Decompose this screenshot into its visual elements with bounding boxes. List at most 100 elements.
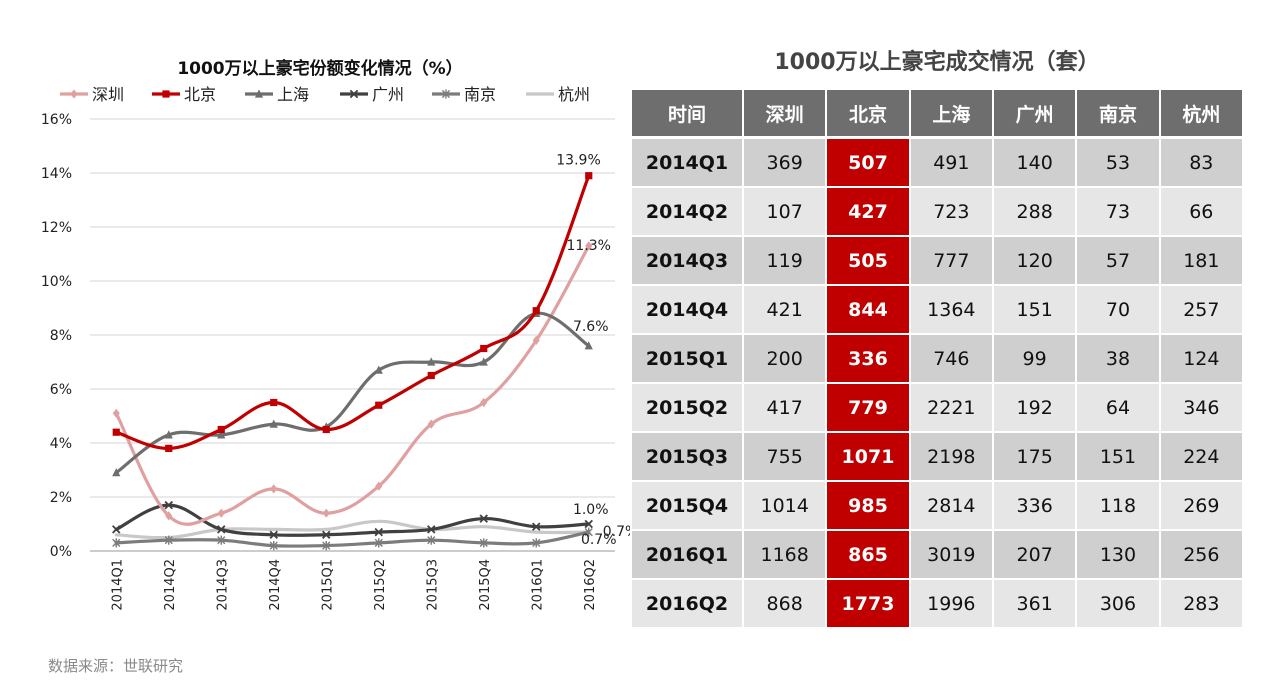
cell-nanjing: 118 (1077, 482, 1159, 531)
chart-title: 1000万以上豪宅份额变化情况（%） (177, 59, 463, 79)
data-point (269, 419, 278, 428)
cell-hangzhou: 283 (1160, 580, 1242, 629)
series-line (114, 530, 591, 548)
y-tick-label: 12% (41, 220, 72, 236)
cell-guangzhou: 192 (993, 384, 1076, 433)
cell-shanghai: 746 (910, 335, 992, 384)
data-point (112, 428, 120, 436)
data-point (479, 357, 488, 366)
cell-hangzhou: 269 (1160, 482, 1242, 531)
line-chart: 0% 2% 4% 6% 8% 10% 12% 14% 16% 2014Q1 2014Q2 2014Q3… (41, 85, 630, 611)
legend-marker (254, 89, 264, 98)
y-tick-label: 2% (50, 490, 72, 506)
data-point (479, 538, 488, 548)
table-row: 2016Q1 1168 865 3019 207 130 256 (632, 531, 1242, 580)
cell-hangzhou: 346 (1160, 384, 1242, 433)
cell-nanjing: 64 (1077, 384, 1159, 433)
series-line (114, 244, 591, 526)
legend-marker (162, 90, 170, 98)
series-line (114, 503, 591, 537)
cell-time: 2015Q3 (632, 433, 742, 482)
data-point (322, 425, 330, 434)
y-tick-label: 14% (41, 166, 72, 182)
y-tick-label: 10% (41, 274, 72, 290)
y-tick-label: 4% (50, 436, 72, 452)
cell-time: 2014Q2 (632, 188, 742, 237)
legend-marker (349, 89, 359, 99)
data-point (112, 468, 121, 477)
cell-beijing: 779 (827, 384, 909, 433)
y-tick-label: 6% (50, 382, 72, 398)
data-point (164, 500, 173, 510)
x-tick-label: 2014Q2 (163, 559, 178, 611)
cell-nanjing: 38 (1077, 335, 1159, 384)
cell-nanjing: 151 (1077, 433, 1159, 482)
cell-guangzhou: 151 (993, 286, 1076, 335)
data-point (164, 535, 173, 545)
table-header-row: 时间 深圳 北京 上海 广州 南京 杭州 (632, 90, 1242, 139)
data-point (322, 541, 331, 551)
legend-marker (441, 89, 451, 99)
cell-hangzhou: 83 (1160, 139, 1242, 188)
cell-shanghai: 777 (910, 237, 992, 286)
header-shenzhen: 深圳 (744, 90, 826, 139)
cell-beijing: 336 (827, 335, 909, 384)
data-point (584, 519, 593, 529)
data-point (479, 514, 488, 523)
data-point (164, 430, 173, 439)
series-line (114, 174, 591, 451)
x-tick-label: 2015Q2 (373, 559, 388, 611)
cell-beijing: 985 (827, 482, 909, 531)
table-row: 2014Q2 107 427 723 288 73 66 (632, 188, 1242, 237)
cell-shenzhen: 421 (744, 286, 826, 335)
data-point (217, 425, 225, 434)
cell-beijing: 507 (827, 139, 909, 188)
cell-shanghai: 723 (910, 188, 992, 237)
table-title: 1000万以上豪宅成交情况（套） (774, 50, 1100, 75)
cell-beijing: 427 (827, 188, 909, 237)
cell-shenzhen: 755 (744, 433, 826, 482)
data-point (112, 408, 120, 418)
series-line (114, 311, 591, 475)
header-hangzhou: 杭州 (1160, 90, 1242, 139)
cell-shenzhen: 119 (744, 237, 826, 286)
legend-label: 南京 (464, 85, 496, 104)
cell-shanghai: 491 (910, 139, 992, 188)
data-point (585, 172, 593, 180)
cell-hangzhou: 257 (1160, 286, 1242, 335)
x-tick-label: 2015Q3 (425, 559, 440, 611)
table-row: 2015Q2 417 779 2221 192 64 346 (632, 384, 1242, 433)
cell-shenzhen: 107 (744, 188, 826, 237)
data-label: 13.9% (556, 153, 600, 169)
legend-label: 北京 (184, 85, 216, 104)
data-point (375, 401, 383, 409)
data-point (269, 541, 278, 551)
data-point (427, 525, 436, 534)
cell-beijing: 1071 (827, 433, 909, 482)
cell-beijing: 865 (827, 531, 909, 580)
y-tick-label: 0% (50, 544, 72, 560)
cell-nanjing: 57 (1077, 237, 1159, 286)
cell-nanjing: 306 (1077, 580, 1159, 629)
data-point (217, 535, 226, 545)
data-point (374, 527, 383, 537)
cell-guangzhou: 288 (993, 188, 1076, 237)
data-point (427, 535, 436, 545)
cell-time: 2015Q4 (632, 482, 742, 531)
data-point (480, 344, 488, 353)
data-point (584, 527, 593, 537)
cell-hangzhou: 181 (1160, 237, 1242, 286)
data-label: 1.0% (573, 502, 609, 518)
cell-guangzhou: 207 (993, 531, 1076, 580)
legend-marker (70, 89, 78, 99)
cell-hangzhou: 224 (1160, 433, 1242, 482)
header-shanghai: 上海 (910, 90, 992, 139)
data-point (165, 444, 173, 452)
table-body: 2014Q1 369 507 491 140 53 83 2014Q2 107 427 723 288… (632, 139, 1242, 629)
data-point (112, 525, 121, 534)
data-label: 0.7% (603, 524, 630, 540)
data-point (374, 365, 383, 374)
cell-time: 2016Q1 (632, 531, 742, 580)
data-point (375, 481, 383, 491)
data-point (532, 307, 540, 315)
